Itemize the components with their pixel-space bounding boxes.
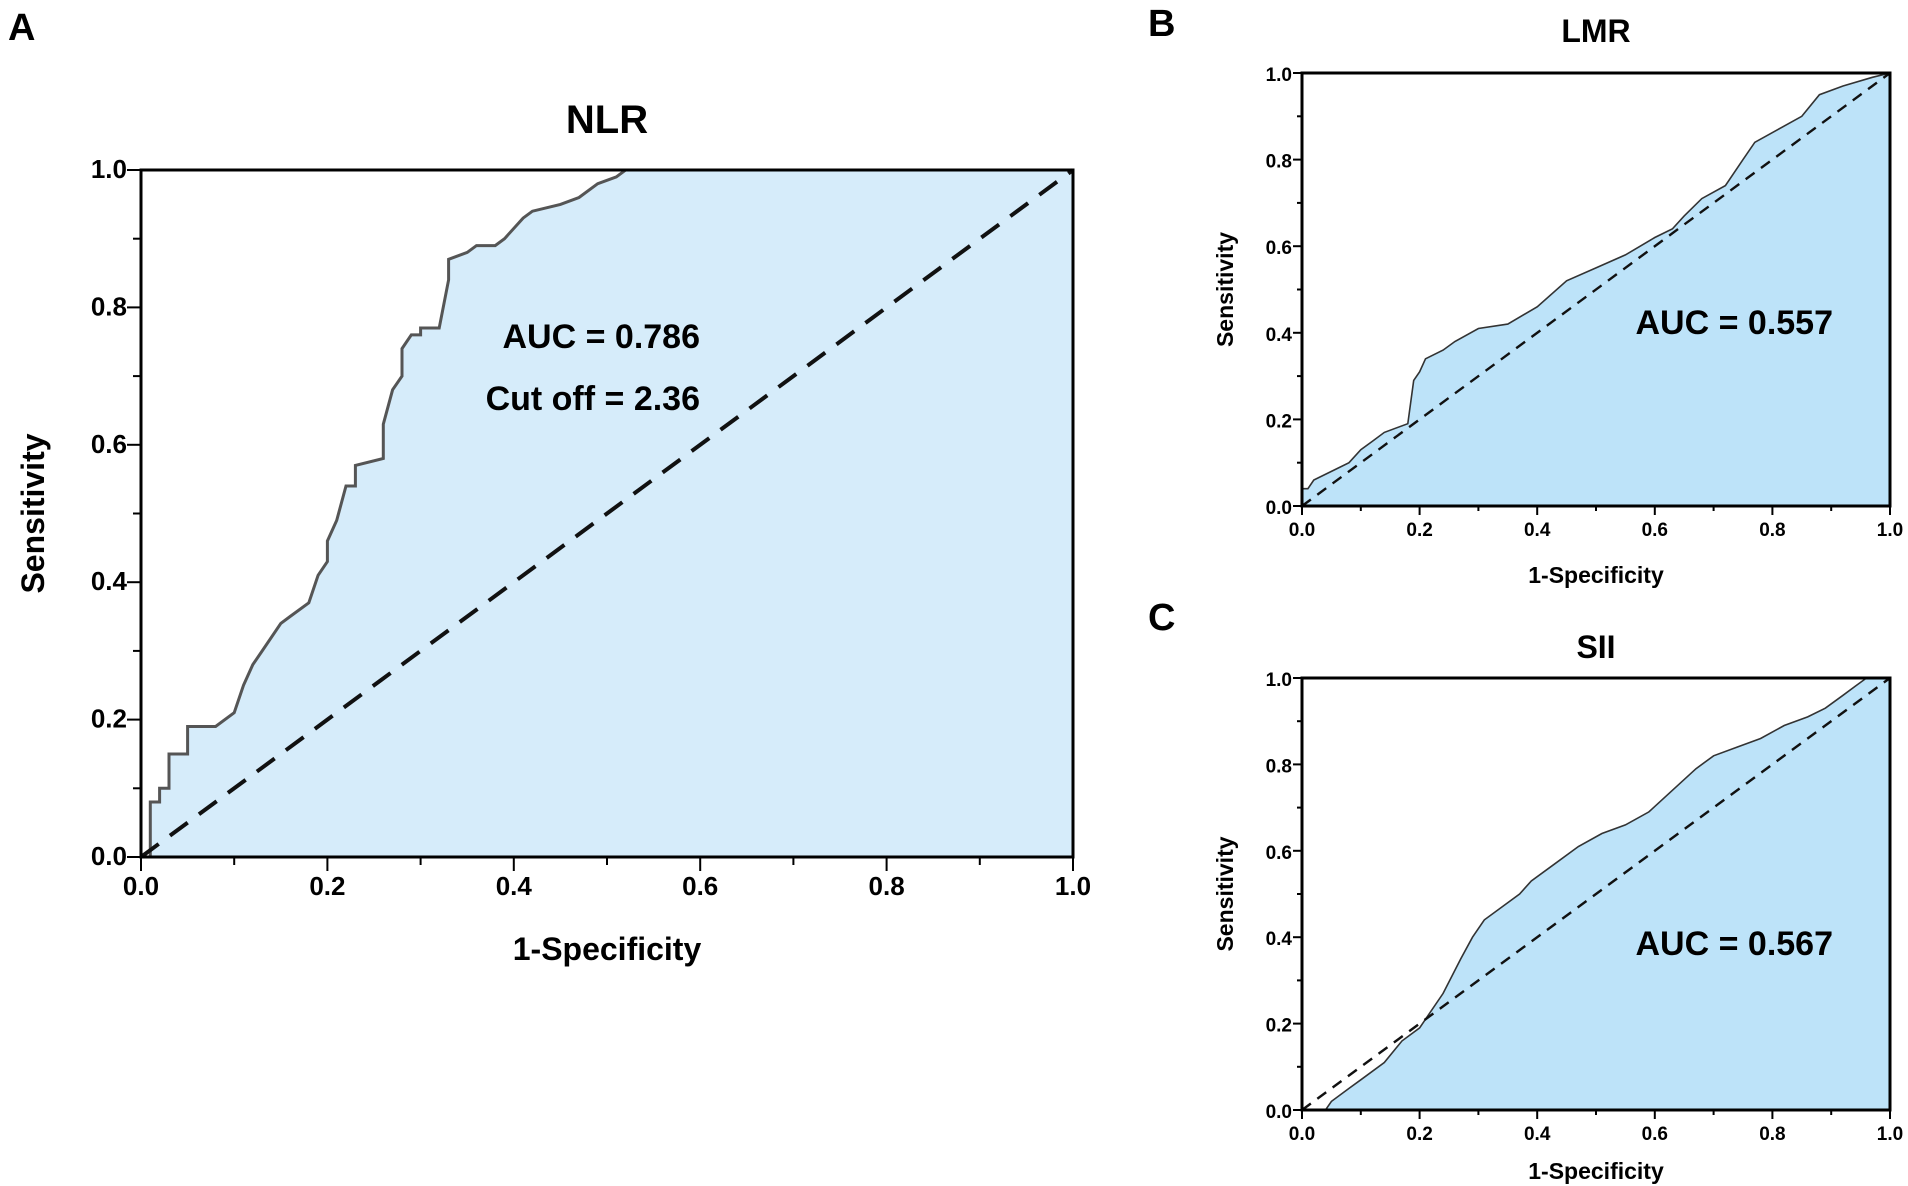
x-tick-label: 1.0 <box>1877 1124 1903 1145</box>
x-tick-label: 0.2 <box>1406 520 1432 541</box>
roc-curve-line <box>141 168 1073 859</box>
x-tick-label: 0.6 <box>682 871 718 901</box>
x-tick-label: 0.4 <box>496 871 533 901</box>
y-tick-label: 1.0 <box>1266 670 1292 691</box>
reference-diagonal-line <box>1301 72 1891 507</box>
auc-annotation: AUC = 0.557 <box>1636 304 1834 342</box>
y-tick-label: 0.0 <box>1266 498 1292 519</box>
panel-letter-b: B <box>1148 3 1175 45</box>
auc-annotation: AUC = 0.567 <box>1636 925 1834 963</box>
x-tick-label: 0.6 <box>1642 1124 1668 1145</box>
x-tick-label: 0.2 <box>1406 1124 1432 1145</box>
x-tick-label: 0.0 <box>123 871 159 901</box>
x-tick-label: 1.0 <box>1877 520 1903 541</box>
panel-letter-a: A <box>8 7 35 49</box>
roc-curve-line <box>1301 72 1891 506</box>
y-tick-label: 0.6 <box>1266 238 1292 259</box>
auc-annotation: AUC = 0.786 <box>503 318 701 356</box>
y-tick-label: 0.2 <box>91 704 127 734</box>
panel-nlr: 0.00.0 0.2 0.2 0.4 0.4 0.6 0.6 0.8 0.8 1.0 1.0 NLR 1… <box>15 98 1091 967</box>
chart-title: NLR <box>566 98 648 142</box>
roc-curve-line <box>1302 677 1890 1111</box>
panel-letter-c: C <box>1148 597 1175 639</box>
y-tick-label: 0.8 <box>91 291 127 321</box>
y-tick-label: 0.6 <box>1266 843 1292 864</box>
x-axis-label: 1-Specificity <box>513 931 702 967</box>
y-tick-label: 0.4 <box>1266 325 1293 346</box>
y-tick-label: 0.2 <box>1266 411 1292 432</box>
y-tick-label: 0.2 <box>1266 1016 1292 1037</box>
y-tick-label: 0.8 <box>1266 756 1292 777</box>
x-tick-label: 0.8 <box>1759 1124 1785 1145</box>
panel-lmr: 0.00.0 0.2 0.2 0.4 0.4 0.6 0.6 0.8 0.8 1.0 1.0 LMR 1… <box>1212 13 1903 588</box>
x-tick-label: 0.8 <box>1759 520 1785 541</box>
y-axis-label: Sensitivity <box>15 433 51 593</box>
chart-title: LMR <box>1561 13 1630 49</box>
y-axis-label: Sensitivity <box>1212 836 1238 951</box>
cutoff-annotation: Cut off = 2.36 <box>486 380 700 418</box>
y-tick-label: 0.4 <box>1266 929 1293 950</box>
x-tick-label: 0.2 <box>309 871 345 901</box>
chart-title: SII <box>1576 629 1615 665</box>
x-tick-label: 0.0 <box>1289 1124 1315 1145</box>
y-tick-label: 0.8 <box>1266 152 1292 173</box>
y-tick-label: 0.6 <box>91 429 127 459</box>
x-tick-label: 1.0 <box>1055 871 1091 901</box>
reference-diagonal-line <box>139 168 1075 859</box>
panel-sii: 0.00.0 0.2 0.2 0.4 0.4 0.6 0.6 0.8 0.8 1.0 1.0 SII 1… <box>1212 629 1903 1184</box>
x-tick-label: 0.0 <box>1289 520 1315 541</box>
x-tick-label: 0.6 <box>1642 520 1668 541</box>
reference-diagonal-line <box>1301 677 1891 1111</box>
y-tick-label: 0.4 <box>91 566 128 596</box>
y-tick-label: 0.0 <box>1266 1102 1292 1123</box>
x-axis-label: 1-Specificity <box>1528 1158 1664 1184</box>
x-tick-label: 0.4 <box>1524 1124 1551 1145</box>
y-axis-label: Sensitivity <box>1212 232 1238 347</box>
y-tick-label: 1.0 <box>91 154 127 184</box>
x-axis-label: 1-Specificity <box>1528 562 1664 588</box>
y-tick-label: 1.0 <box>1266 65 1292 86</box>
y-tick-label: 0.0 <box>91 841 127 871</box>
x-tick-label: 0.4 <box>1524 520 1551 541</box>
x-tick-label: 0.8 <box>869 871 905 901</box>
